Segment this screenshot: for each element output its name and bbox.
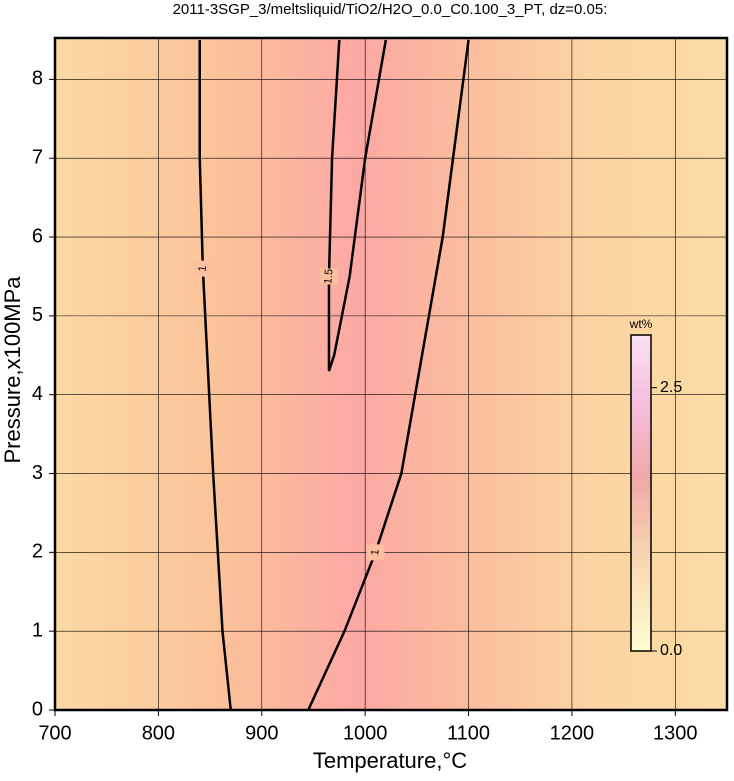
y-tick-label: 7: [32, 147, 43, 169]
y-tick-label: 4: [32, 383, 43, 405]
x-tick-label: 1100: [447, 722, 490, 744]
y-tick-label: 6: [32, 225, 43, 247]
plot-frame: [53, 36, 729, 712]
contour-label: 1: [369, 549, 381, 556]
chart-title: 2011-3SGP_3/meltsliquid/TiO2/H2O_0.0_C0.…: [173, 1, 608, 18]
x-axis-label: Temperature,°C: [313, 748, 467, 773]
contour-line: [198, 40, 232, 711]
y-axis-label: Pressure,x100MPa: [0, 276, 25, 464]
x-tick-label: 700: [38, 722, 71, 744]
y-tick-label: 0: [32, 698, 43, 720]
x-tick-label: 800: [142, 722, 175, 744]
contour-line: [327, 39, 388, 372]
colorbar-tick-label: 2.5: [660, 379, 682, 396]
contour-label-bg: [319, 268, 338, 285]
contour-line: [307, 39, 470, 711]
contour-label-bg: [366, 544, 385, 561]
colorbar: [630, 334, 652, 652]
contour-label: 1: [197, 265, 209, 272]
x-tick-label: 1200: [550, 722, 595, 744]
x-tick-label: 1300: [653, 722, 698, 744]
y-tick-label: 5: [32, 304, 43, 326]
y-tick-label: 8: [32, 68, 43, 90]
contour-label: 1.5: [322, 268, 335, 284]
contour-label-bg: [193, 260, 212, 277]
colorbar-tick-label: 0.0: [660, 642, 682, 659]
y-tick-label: 3: [32, 462, 43, 484]
plot-background: [55, 38, 727, 710]
y-tick-label: 1: [32, 619, 43, 641]
x-tick-label: 900: [245, 722, 278, 744]
colorbar-label: wt%: [629, 317, 653, 331]
y-tick-label: 2: [32, 541, 43, 563]
x-tick-label: 1000: [343, 722, 388, 744]
plot-area: 111.5: [54, 38, 727, 711]
